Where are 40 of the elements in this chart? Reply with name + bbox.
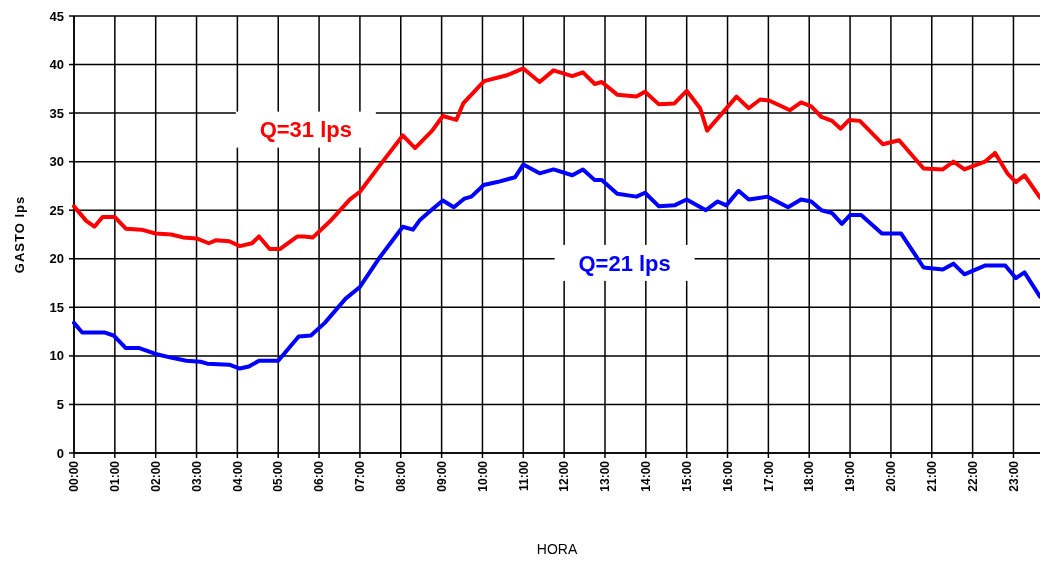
x-tick-label: 03:00 xyxy=(189,460,204,492)
y-tick-label: 40 xyxy=(49,57,64,73)
x-axis-title: HORA xyxy=(536,541,578,557)
x-tick-label: 22:00 xyxy=(965,460,980,492)
x-tick-label: 11:00 xyxy=(516,460,531,492)
y-tick-label: 30 xyxy=(49,154,64,170)
y-tick-label: 0 xyxy=(56,445,64,461)
line-series xyxy=(72,66,1040,252)
x-tick-label: 17:00 xyxy=(761,460,776,492)
x-tick-label: 15:00 xyxy=(679,460,694,492)
y-tick-label: 35 xyxy=(49,105,64,121)
x-tick-label: 23:00 xyxy=(1006,460,1021,492)
x-tick-label: 00:00 xyxy=(67,460,82,492)
x-tick-label: 09:00 xyxy=(434,460,449,492)
y-tick-label: 5 xyxy=(56,396,64,412)
y-tick-label: 20 xyxy=(49,251,64,267)
x-tick-label: 12:00 xyxy=(557,460,572,492)
x-tick-label: 13:00 xyxy=(598,460,613,492)
x-tick-label: 01:00 xyxy=(108,460,123,492)
x-tick-label: 06:00 xyxy=(312,460,327,492)
x-tick-label: 16:00 xyxy=(720,460,735,492)
x-tick-label: 20:00 xyxy=(884,460,899,492)
x-tick-label: 05:00 xyxy=(271,460,286,492)
x-tick-label: 10:00 xyxy=(475,460,490,492)
x-tick-label: 14:00 xyxy=(639,460,654,492)
y-tick-label: 15 xyxy=(49,299,64,315)
x-tick-label: 04:00 xyxy=(230,460,245,492)
x-tick-label: 21:00 xyxy=(924,460,939,492)
x-tick-label: 08:00 xyxy=(393,460,408,492)
y-tick-label: 25 xyxy=(49,202,64,218)
y-tick-label: 10 xyxy=(49,348,64,364)
x-tick-label: 18:00 xyxy=(802,460,817,492)
y-axis-title: GASTO lps xyxy=(12,195,27,274)
y-tick-label: 45 xyxy=(49,8,64,24)
x-tick-label: 07:00 xyxy=(353,460,368,492)
line-series xyxy=(72,162,1040,371)
x-tick-label: 02:00 xyxy=(148,460,163,492)
series-label: Q=31 lps xyxy=(259,117,353,143)
text: Q=21 lps xyxy=(578,250,671,276)
x-tick-label: 19:00 xyxy=(843,460,858,492)
